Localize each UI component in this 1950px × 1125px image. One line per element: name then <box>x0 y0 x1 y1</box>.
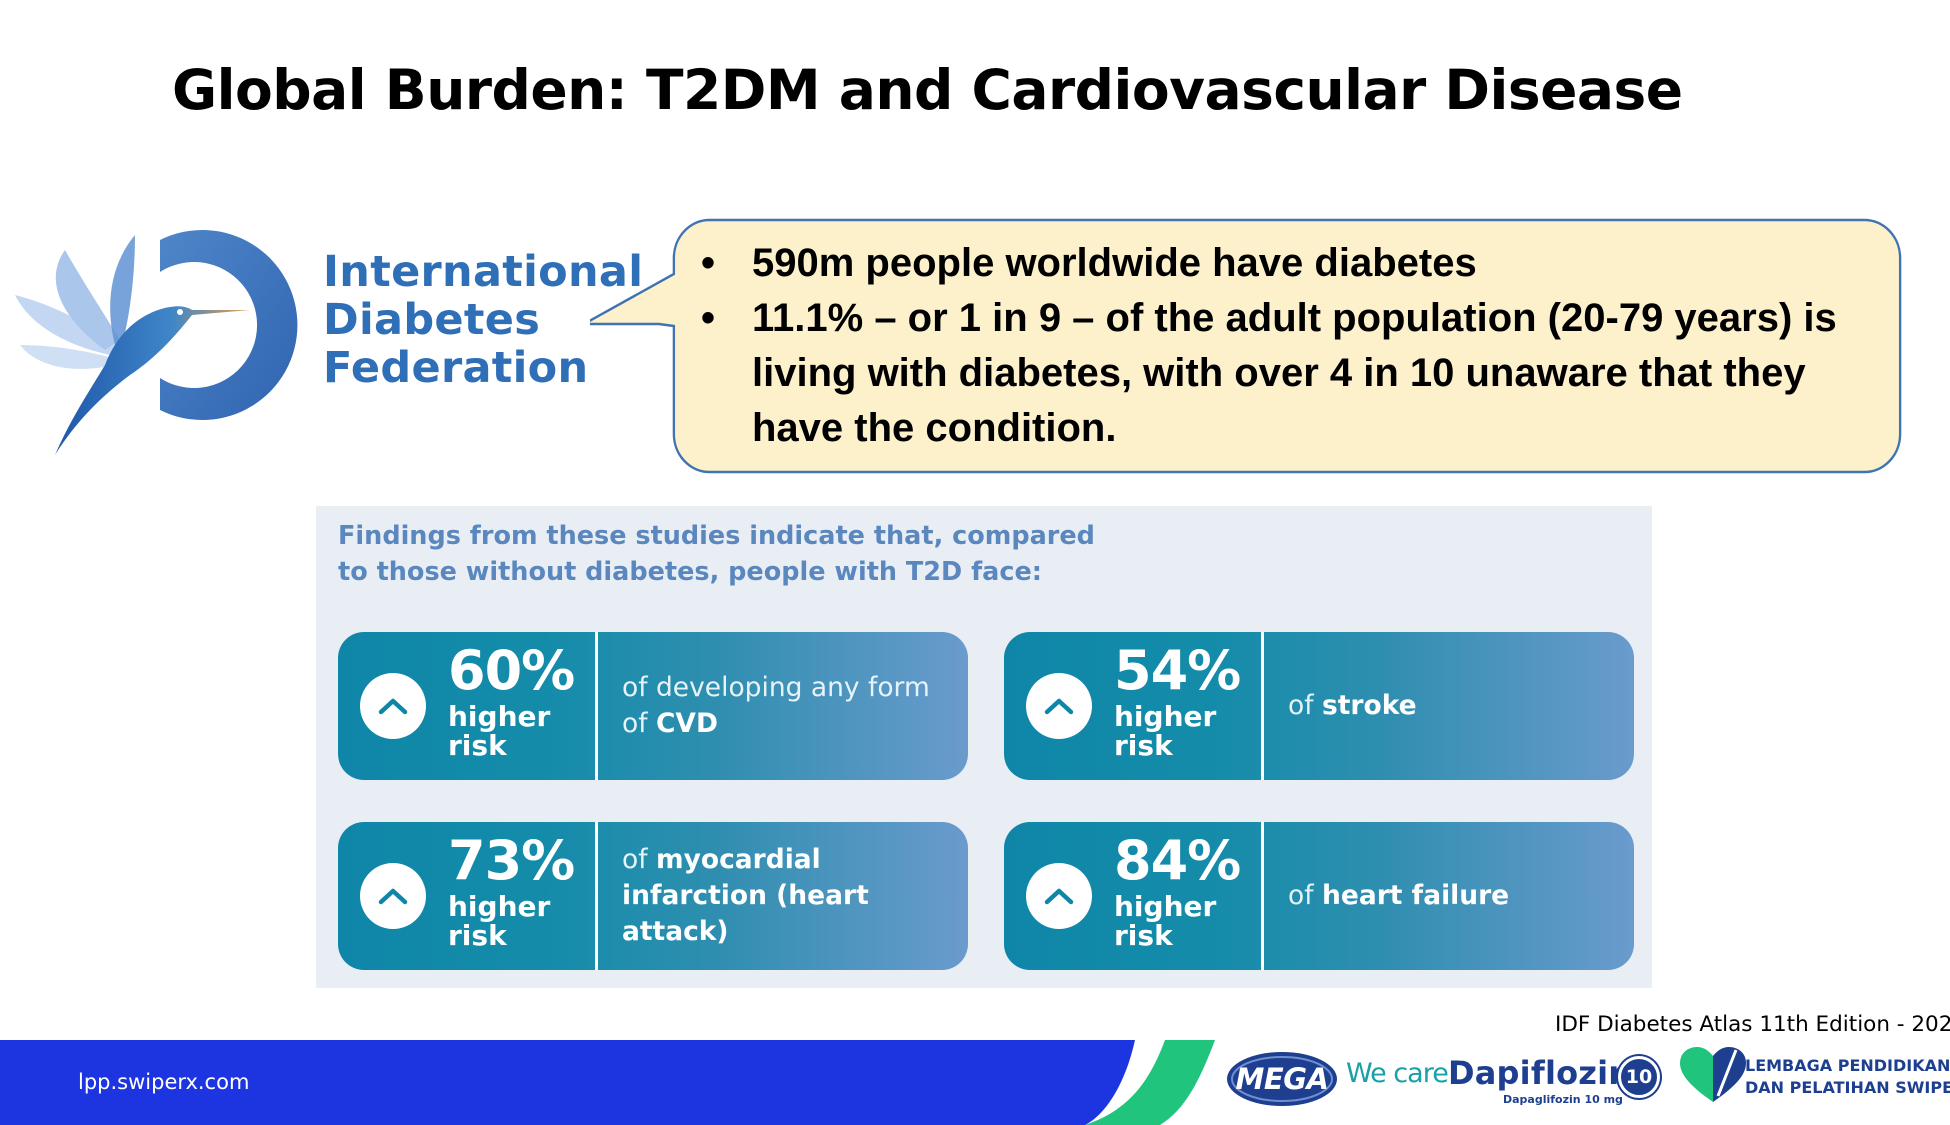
risk-card-cvd: 60% higher risk of developing any form o… <box>338 632 968 780</box>
risk-higher-label: higher <box>1114 890 1217 923</box>
risk-desc-prefix: of developing any form of <box>622 672 930 739</box>
risk-higher-label: higher <box>448 890 551 923</box>
bubble-bullet: 11.1% – or 1 in 9 – of the adult populat… <box>695 291 1855 456</box>
card-divider <box>595 632 598 780</box>
risk-desc-prefix: of <box>1288 880 1314 911</box>
footer-url-link[interactable]: lpp.swiperx.com <box>78 1070 250 1094</box>
arrow-up-circle-icon <box>360 673 426 739</box>
risk-stat: 84% higher risk <box>1114 829 1259 952</box>
idf-hummingbird-logo <box>15 230 298 455</box>
card-divider <box>1261 822 1264 970</box>
source-citation: IDF Diabetes Atlas 11th Edition - 2025 <box>1555 1012 1950 1037</box>
risk-description: of developing any form of CVD <box>622 632 952 780</box>
lpp-wordmark: LEMBAGA PENDIDIKAN DAN PELATIHAN SWIPERX <box>1745 1055 1950 1099</box>
risk-percent: 84% <box>1114 829 1241 892</box>
arrow-up-circle-icon <box>360 863 426 929</box>
risk-card-heart-failure: 84% higher risk of heart failure <box>1004 822 1634 970</box>
risk-stat: 54% higher risk <box>1114 639 1259 762</box>
lpp-line-1: LEMBAGA PENDIDIKAN <box>1745 1056 1950 1075</box>
risk-label: risk <box>448 919 507 952</box>
risk-card-mi: 73% higher risk of myocardial infarction… <box>338 822 968 970</box>
risk-desc-prefix: of <box>1288 690 1314 721</box>
idf-name-line-3: Federation <box>323 343 589 393</box>
risk-higher-label: higher <box>448 700 551 733</box>
findings-intro: Findings from these studies indicate tha… <box>338 521 1095 587</box>
risk-label: risk <box>448 729 507 762</box>
risk-higher-label: higher <box>1114 700 1217 733</box>
lpp-heart-logo <box>1680 1047 1746 1102</box>
risk-label: risk <box>1114 729 1173 762</box>
mega-logo <box>1227 1052 1337 1106</box>
risk-desc-prefix: of <box>622 844 648 875</box>
risk-percent: 60% <box>448 639 575 702</box>
risk-percent: 54% <box>1114 639 1241 702</box>
footer-bar <box>0 1040 1215 1125</box>
idf-name-line-1: International <box>323 247 644 297</box>
risk-description: of heart failure <box>1288 822 1618 970</box>
card-divider <box>595 822 598 970</box>
card-divider <box>1261 632 1264 780</box>
we-care-tagline: We care <box>1346 1058 1449 1089</box>
risk-stat: 73% higher risk <box>448 829 593 952</box>
risk-label: risk <box>1114 919 1173 952</box>
bubble-bullet: 590m people worldwide have diabetes <box>695 236 1855 291</box>
idf-wordmark: International Diabetes Federation <box>323 248 643 392</box>
risk-description: of stroke <box>1288 632 1618 780</box>
dose-badge: 10 <box>1618 1056 1660 1098</box>
risk-card-stroke: 54% higher risk of stroke <box>1004 632 1634 780</box>
findings-panel: Findings from these studies indicate tha… <box>316 506 1652 988</box>
risk-stat: 60% higher risk <box>448 639 593 762</box>
arrow-up-circle-icon <box>1026 863 1092 929</box>
arrow-up-circle-icon <box>1026 673 1092 739</box>
idf-name-line-2: Diabetes <box>323 295 541 345</box>
risk-desc-bold: CVD <box>655 708 718 739</box>
lpp-line-2: DAN PELATIHAN SWIPERX <box>1745 1078 1950 1097</box>
risk-desc-bold: heart failure <box>1321 880 1510 911</box>
risk-description: of myocardial infarction (heart attack) <box>622 822 952 970</box>
risk-percent: 73% <box>448 829 575 892</box>
risk-desc-bold: stroke <box>1321 690 1417 721</box>
dapiflozin-dose: Dapaglifozin 10 mg <box>1503 1093 1623 1106</box>
dapiflozin-brand: Dapiflozin <box>1448 1054 1632 1092</box>
bubble-bullet-list: 590m people worldwide have diabetes 11.1… <box>695 236 1855 456</box>
slide-title: Global Burden: T2DM and Cardiovascular D… <box>172 58 1683 122</box>
mega-logo-text: MEGA <box>1235 1062 1329 1096</box>
risk-desc-bold: myocardial infarction (heart attack) <box>622 844 869 947</box>
